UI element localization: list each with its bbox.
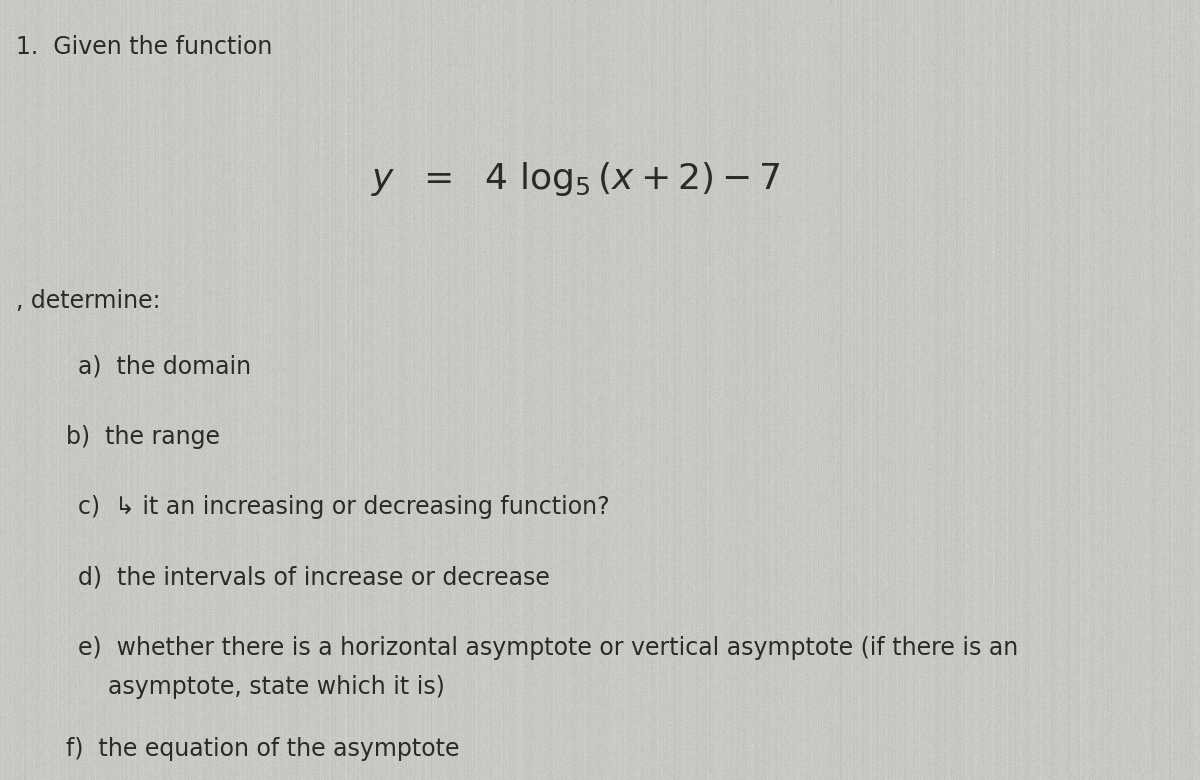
Text: asymptote, state which it is): asymptote, state which it is) [78,675,445,699]
Text: 1.  Given the function: 1. Given the function [16,35,272,59]
Text: a)  the domain: a) the domain [78,355,251,379]
Text: b)  the range: b) the range [66,425,220,449]
Text: c)  ↳ it an increasing or decreasing function?: c) ↳ it an increasing or decreasing func… [78,495,610,519]
Text: f)  the equation of the asymptote: f) the equation of the asymptote [66,737,460,761]
Text: , determine:: , determine: [16,289,160,313]
Text: $y\ \ =\ \ 4\ \log_5(x+2)-7$: $y\ \ =\ \ 4\ \log_5(x+2)-7$ [371,160,781,198]
Text: d)  the intervals of increase or decrease: d) the intervals of increase or decrease [78,566,550,590]
Text: e)  whether there is a horizontal asymptote or vertical asymptote (if there is a: e) whether there is a horizontal asympto… [78,636,1019,660]
